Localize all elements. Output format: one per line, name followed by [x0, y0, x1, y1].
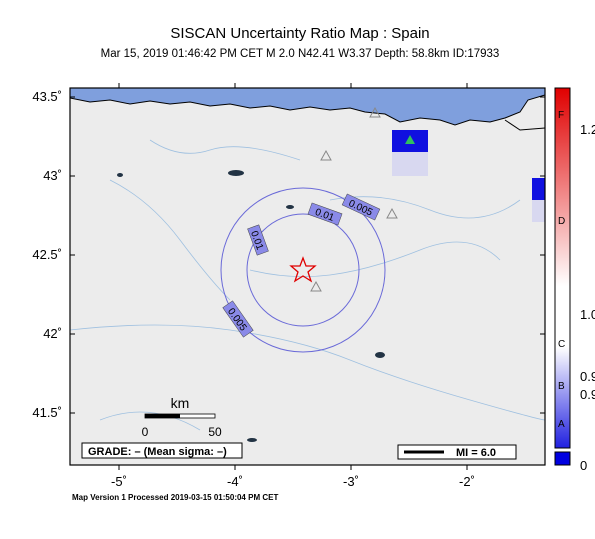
lat-label: 41.5˚: [32, 405, 62, 420]
lon-label: -4˚: [227, 474, 243, 489]
colorbar-letter: F: [558, 110, 564, 121]
colorbar: F D C B A 1.2 1.0 0.9 0.9 0: [554, 87, 595, 473]
lon-label: -2˚: [459, 474, 475, 489]
colorbar-letter: A: [558, 419, 565, 430]
scale-start: 0: [142, 425, 149, 439]
map: [70, 88, 545, 465]
lon-label: -3˚: [343, 474, 359, 489]
colorbar-letter: D: [558, 216, 565, 227]
title: SISCAN Uncertainty Ratio Map : Spain: [170, 25, 429, 42]
lat-label: 42.5˚: [32, 247, 62, 262]
lat-label: 42˚: [43, 326, 62, 341]
colorbar-letter: C: [558, 339, 565, 350]
lon-label: -5˚: [111, 474, 127, 489]
subtitle: Mar 15, 2019 01:46:42 PM CET M 2.0 N42.4…: [101, 48, 500, 60]
colorbar-label: 1.2: [580, 122, 595, 137]
scale-unit: km: [171, 395, 190, 411]
mi-legend: MI = 6.0: [456, 447, 496, 459]
grade: GRADE: – (Mean sigma: –): [88, 446, 227, 458]
scale-bar: km 0 50: [142, 395, 222, 439]
lat-label: 43˚: [43, 168, 62, 183]
colorbar-label: 1.0: [580, 307, 595, 322]
colorbar-label: 0.9: [580, 387, 595, 402]
colorbar-label: 0: [580, 458, 587, 473]
footer: Map Version 1 Processed 2019-03-15 01:50…: [72, 493, 278, 502]
lat-label: 43.5˚: [32, 89, 62, 104]
scale-end: 50: [208, 425, 222, 439]
colorbar-letter: B: [558, 381, 565, 392]
colorbar-label: 0.9: [580, 369, 595, 384]
